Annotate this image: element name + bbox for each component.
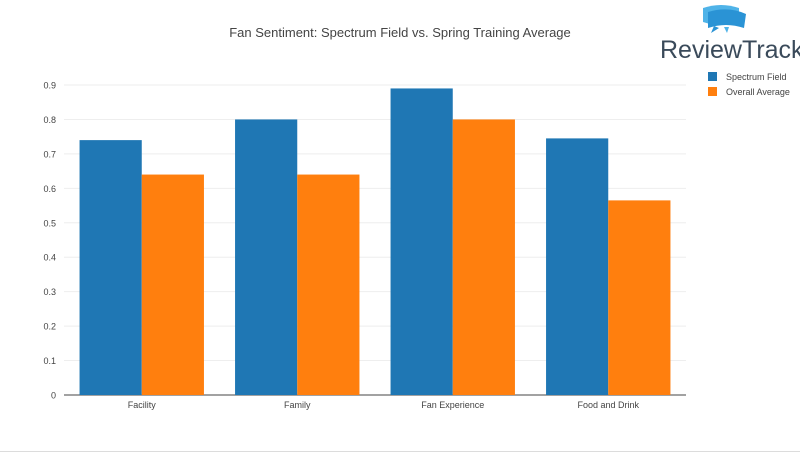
y-tick-label: 0	[51, 391, 56, 401]
review-trackers-logo: ReviewTrackers	[660, 5, 800, 64]
legend-label: Overall Average	[726, 87, 790, 97]
bar-overall-average	[141, 174, 204, 395]
legend-swatch	[708, 87, 717, 96]
bar-spectrum-field	[235, 119, 298, 395]
bar-spectrum-field	[390, 88, 453, 395]
x-tick-label: Family	[284, 400, 311, 410]
chart-title: Fan Sentiment: Spectrum Field vs. Spring…	[229, 25, 571, 40]
x-tick-label: Fan Experience	[421, 400, 484, 410]
logo-text: ReviewTrackers	[660, 36, 800, 64]
bar-spectrum-field	[79, 140, 142, 395]
x-tick-label: Food and Drink	[577, 400, 639, 410]
y-tick-label: 0.5	[43, 218, 56, 228]
bar-overall-average	[452, 119, 515, 395]
y-tick-label: 0.1	[43, 356, 56, 366]
y-axis: 0 0.1 0.2 0.3 0.4 0.5 0.6 0.7 0.8 0.9	[43, 81, 56, 401]
bar-overall-average	[608, 200, 671, 395]
y-tick-label: 0.4	[43, 253, 56, 263]
y-tick-label: 0.8	[43, 115, 56, 125]
y-tick-label: 0.2	[43, 322, 56, 332]
bar-overall-average	[297, 174, 360, 395]
y-tick-label: 0.3	[43, 287, 56, 297]
x-tick-label: Facility	[128, 400, 157, 410]
bar-spectrum-field	[546, 138, 609, 395]
y-tick-label: 0.7	[43, 149, 56, 159]
bars	[79, 88, 671, 395]
legend-swatch	[708, 72, 717, 81]
speech-bubbles-icon	[703, 5, 746, 33]
legend-label: Spectrum Field	[726, 72, 787, 82]
x-axis: Facility Family Fan Experience Food and Dri…	[128, 400, 640, 410]
y-tick-label: 0.6	[43, 184, 56, 194]
y-tick-label: 0.9	[43, 81, 56, 91]
legend: Spectrum Field Overall Average	[708, 72, 790, 97]
